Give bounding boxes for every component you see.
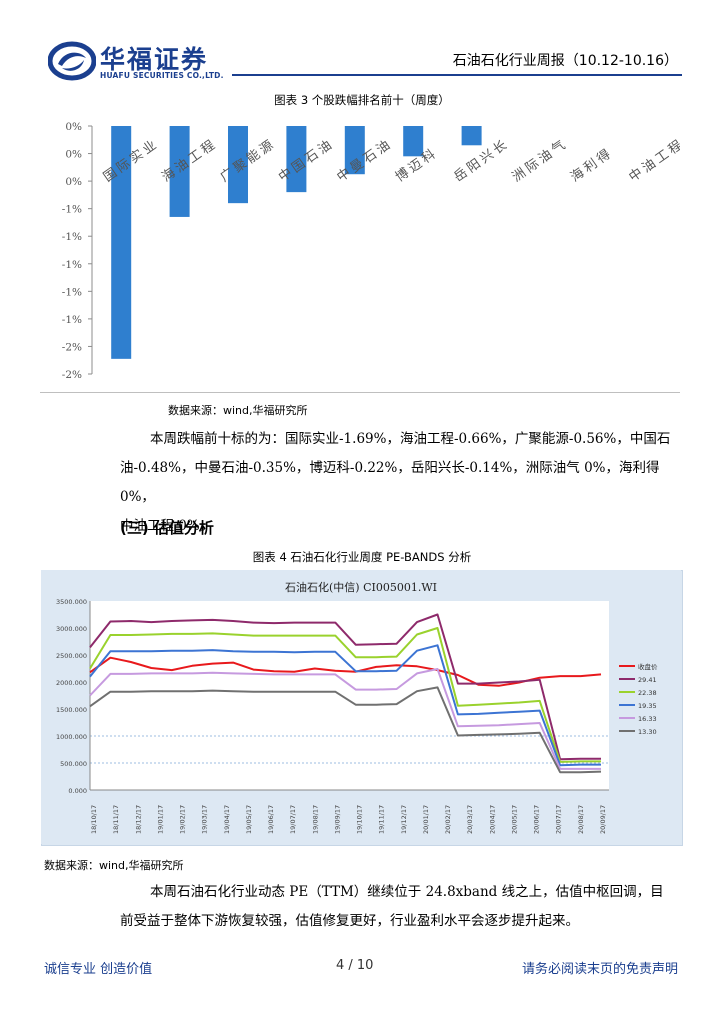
y-tick-label: 0%: [65, 176, 82, 188]
x-category-label: 国际实业: [101, 136, 162, 185]
x-tick-label: 19/11/17: [378, 805, 386, 834]
paragraph1-line1: 本周跌幅前十标的为：国际实业-1.69%，海油工程-0.66%，广聚能源-0.5…: [150, 431, 671, 447]
bar-中曼石油: [344, 126, 365, 175]
y-tick-label: 2500.000: [56, 652, 87, 660]
figure4-caption: 图表 4 石油石化行业周度 PE-BANDS 分析: [252, 550, 472, 564]
y-tick-label: -1%: [62, 204, 82, 216]
x-category-label: 中曼石油: [334, 136, 395, 185]
x-tick-label: 18/12/17: [134, 805, 142, 834]
figure3-bar-chart: 0%0%0%-1%-1%-1%-1%-1%-2%-2%国际实业海油工程广聚能源中…: [62, 121, 680, 381]
x-tick-label: 19/08/17: [311, 805, 319, 834]
x-tick-label: 18/10/17: [90, 805, 98, 834]
legend-label: 19.35: [638, 702, 657, 710]
y-tick-label: -1%: [62, 231, 82, 243]
legend-label: 收盘价: [638, 662, 658, 671]
y-tick-label: 0%: [65, 121, 82, 133]
figure3-caption: 图表 3 个股跌幅排名前十（周度）: [274, 93, 450, 107]
x-category-label: 岳阳兴长: [451, 136, 512, 185]
x-tick-label: 19/04/17: [223, 805, 231, 834]
y-tick-label: 1500.000: [56, 706, 87, 714]
x-tick-label: 20/01/17: [422, 805, 430, 834]
y-tick-label: 0.000: [68, 787, 87, 795]
y-tick-label: -1%: [62, 259, 82, 271]
report-title: 石油石化行业周报（10.12-10.16）: [452, 53, 678, 69]
x-tick-label: 19/05/17: [245, 805, 253, 834]
x-category-label: 海油工程: [159, 136, 220, 185]
company-logo: 华福证券 HUAFU SECURITIES CO.,LTD.: [48, 40, 238, 84]
x-category-label: 广聚能源: [218, 136, 279, 185]
x-tick-label: 19/03/17: [201, 805, 209, 834]
header-divider: [232, 74, 682, 76]
series-line-19.35: [89, 644, 601, 767]
paragraph-valuation-summary: 本周石油石化行业动态 PE（TTM）继续位于 24.8xband 线之上，估值中…: [120, 878, 692, 936]
footer-page-number: 4 / 10: [336, 958, 374, 973]
x-tick-label: 19/01/17: [156, 805, 164, 834]
y-tick-label: 2000.000: [56, 679, 87, 687]
footer-disclaimer: 请务必阅读末页的免责声明: [521, 962, 678, 977]
y-tick-label: 3500.000: [56, 598, 87, 606]
x-tick-label: 20/04/17: [488, 805, 496, 834]
logo-chinese-text: 华福证券: [100, 45, 209, 74]
x-tick-label: 19/10/17: [356, 805, 364, 834]
series-line-16.33: [89, 668, 601, 770]
figure4-pe-bands-chart: 石油石化(中信) CI005001.WI 0.000 500.000 1000.000…: [41, 570, 681, 844]
x-tick-label: 20/05/17: [510, 805, 518, 834]
y-tick-label: -2%: [62, 341, 82, 353]
series-line-收盘价: [89, 656, 602, 687]
bar-国际实业: [111, 126, 132, 359]
x-tick-label: 20/07/17: [555, 805, 563, 834]
y-tick-label: -1%: [62, 286, 82, 298]
legend-label: 29.41: [638, 676, 657, 684]
paragraph1-line3: 中油工程 0%。: [120, 518, 214, 534]
x-category-label: 洲际油气: [509, 135, 571, 185]
x-tick-label: 20/03/17: [466, 805, 474, 834]
series-line-29.41: [89, 613, 601, 761]
y-tick-label: 0%: [65, 149, 82, 161]
chart-title: 石油石化(中信) CI005001.WI: [285, 580, 437, 594]
x-tick-label: 19/12/17: [400, 805, 408, 834]
series-line-22.38: [89, 627, 601, 763]
figure3-bottom-rule: [40, 392, 680, 393]
legend-label: 16.33: [638, 715, 657, 723]
logo-mark-icon: [48, 41, 96, 81]
y-tick-label: 500.000: [60, 760, 87, 768]
x-tick-label: 19/02/17: [179, 805, 187, 834]
x-tick-label: 19/07/17: [289, 805, 297, 834]
x-tick-label: 19/06/17: [267, 805, 275, 834]
x-tick-label: 20/02/17: [444, 805, 452, 834]
x-tick-label: 20/09/17: [599, 805, 607, 834]
y-tick-label: 1000.000: [56, 733, 87, 741]
series-line-13.30: [89, 686, 602, 774]
plot-area: [90, 601, 609, 790]
bar-博迈科: [403, 126, 424, 157]
x-category-label: 中国石油: [276, 136, 337, 185]
figure3-source: 数据来源：wind,华福研究所: [168, 404, 308, 417]
bar-中国石油: [286, 126, 307, 193]
logo-english-text: HUAFU SECURITIES CO.,LTD.: [100, 71, 224, 80]
bar-海油工程: [169, 126, 190, 217]
legend-label: 13.30: [638, 728, 657, 736]
figure4-source: 数据来源：wind,华福研究所: [44, 859, 184, 872]
bar-岳阳兴长: [461, 126, 482, 146]
y-tick-label: -1%: [62, 314, 82, 326]
x-category-label: 中油工程: [626, 136, 680, 185]
x-tick-label: 20/06/17: [533, 805, 541, 834]
legend-label: 22.38: [638, 689, 657, 697]
paragraph-decline-summary: 本周跌幅前十标的为：国际实业-1.69%，海油工程-0.66%，广聚能源-0.5…: [120, 425, 692, 541]
x-category-label: 海利得: [568, 145, 617, 186]
x-tick-label: 19/09/17: [333, 805, 341, 834]
paragraph1-line2: 油-0.48%，中曼石油-0.35%，博迈科-0.22%，岳阳兴长-0.14%，…: [120, 460, 660, 505]
bar-广聚能源: [228, 126, 248, 204]
y-tick-label: 3000.000: [56, 625, 87, 633]
paragraph2-line2: 前受益于整体下游恢复较强，估值修复更好，行业盈利水平会逐步提升起来。: [120, 913, 579, 929]
x-tick-label: 18/11/17: [112, 805, 120, 834]
paragraph2-line1: 本周石油石化行业动态 PE（TTM）继续位于 24.8xband 线之上，估值中…: [150, 884, 664, 900]
section-heading-valuation: (三) 估值分析: [120, 519, 214, 537]
footer-slogan: 诚信专业 创造价值: [44, 962, 153, 977]
y-tick-label: -2%: [62, 369, 82, 381]
x-tick-label: 20/08/17: [577, 805, 585, 834]
